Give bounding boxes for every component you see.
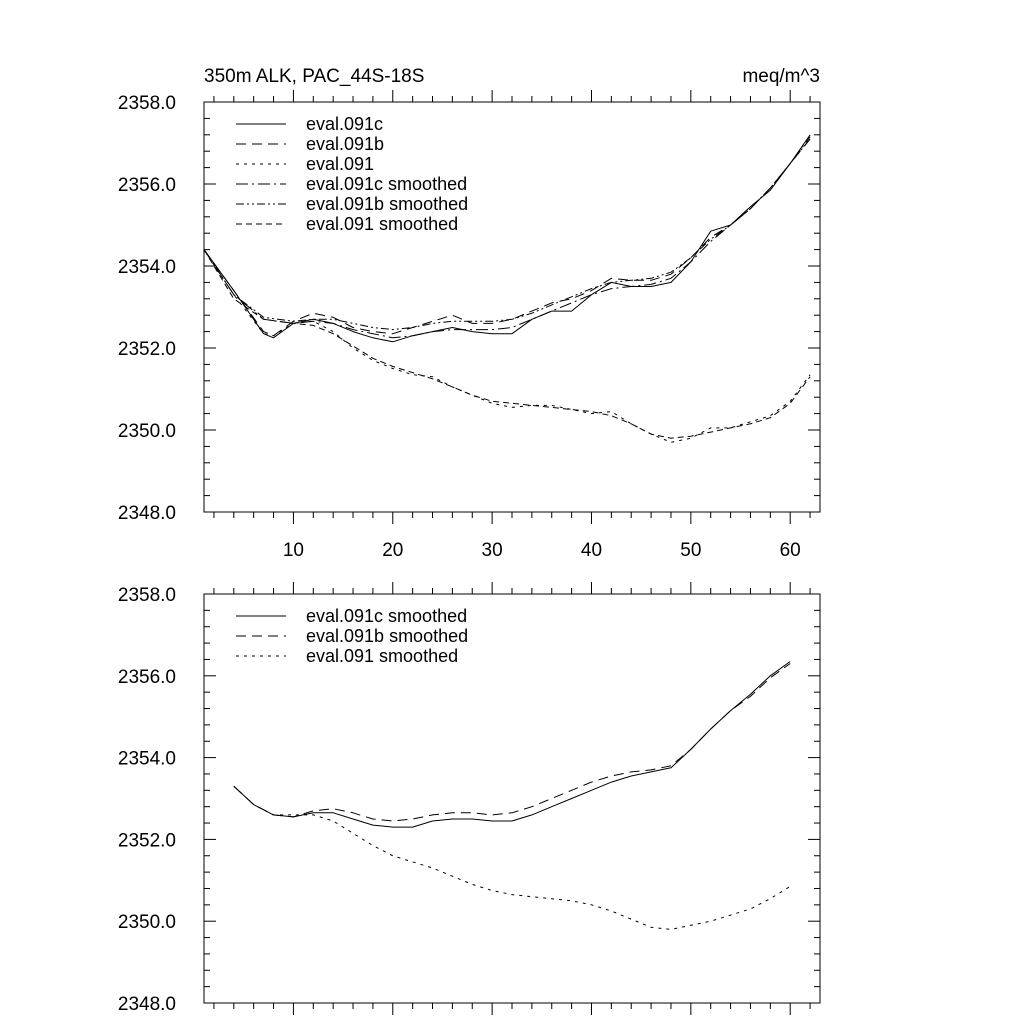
series-line-eval-091c-smoothed [203,136,811,339]
legend-label: eval.091c smoothed [306,174,467,194]
y-tick-label: 2350.0 [118,912,176,933]
series-line-eval-091-smoothed [233,785,791,930]
legend-label: eval.091b smoothed [306,626,468,646]
legend-label: eval.091 smoothed [306,214,458,234]
series-line-eval-091c [203,134,811,343]
series-line-eval-091c-smoothed [233,661,791,828]
x-tick-label: 50 [680,540,701,561]
legend-label: eval.091 smoothed [306,646,458,666]
series-line-eval-091-smoothed [203,249,811,439]
legend-label: eval.091c smoothed [306,606,467,626]
legend-label: eval.091c [306,114,383,134]
x-tick-label: 30 [482,540,503,561]
y-tick-label: 2356.0 [118,667,176,688]
y-tick-label: 2358.0 [118,585,176,606]
x-tick-label: 40 [581,540,602,561]
series-line-eval-091b-smoothed [233,663,791,822]
y-tick-label: 2348.0 [118,503,176,524]
series-line-eval-091 [203,249,811,443]
y-tick-label: 2352.0 [118,830,176,851]
series-line-eval-091b-smoothed [203,138,811,331]
y-tick-label: 2348.0 [118,994,176,1015]
y-tick-label: 2358.0 [118,93,176,114]
chart-units: meq/m^3 [742,66,820,87]
x-tick-label: 60 [780,540,801,561]
top-panel: 2348.0 2350.0 2352.0 2354.0 2356.0 2358.0 10 20… [118,90,821,561]
bottom-panel: 2348.0 2350.0 2352.0 2354.0 2356.0 2358.0 eval… [118,582,821,1015]
legend-label: eval.091 [306,154,374,174]
legend-label: eval.091b [306,134,384,154]
y-tick-label: 2356.0 [118,175,176,196]
y-tick-label: 2354.0 [118,257,176,278]
x-tick-label: 20 [382,540,403,561]
y-tick-label: 2352.0 [118,339,176,360]
y-tick-label: 2350.0 [118,421,176,442]
legend-label: eval.091b smoothed [306,194,468,214]
chart-title: 350m ALK, PAC_44S-18S [204,66,424,87]
x-tick-label: 10 [283,540,304,561]
y-tick-label: 2354.0 [118,749,176,770]
